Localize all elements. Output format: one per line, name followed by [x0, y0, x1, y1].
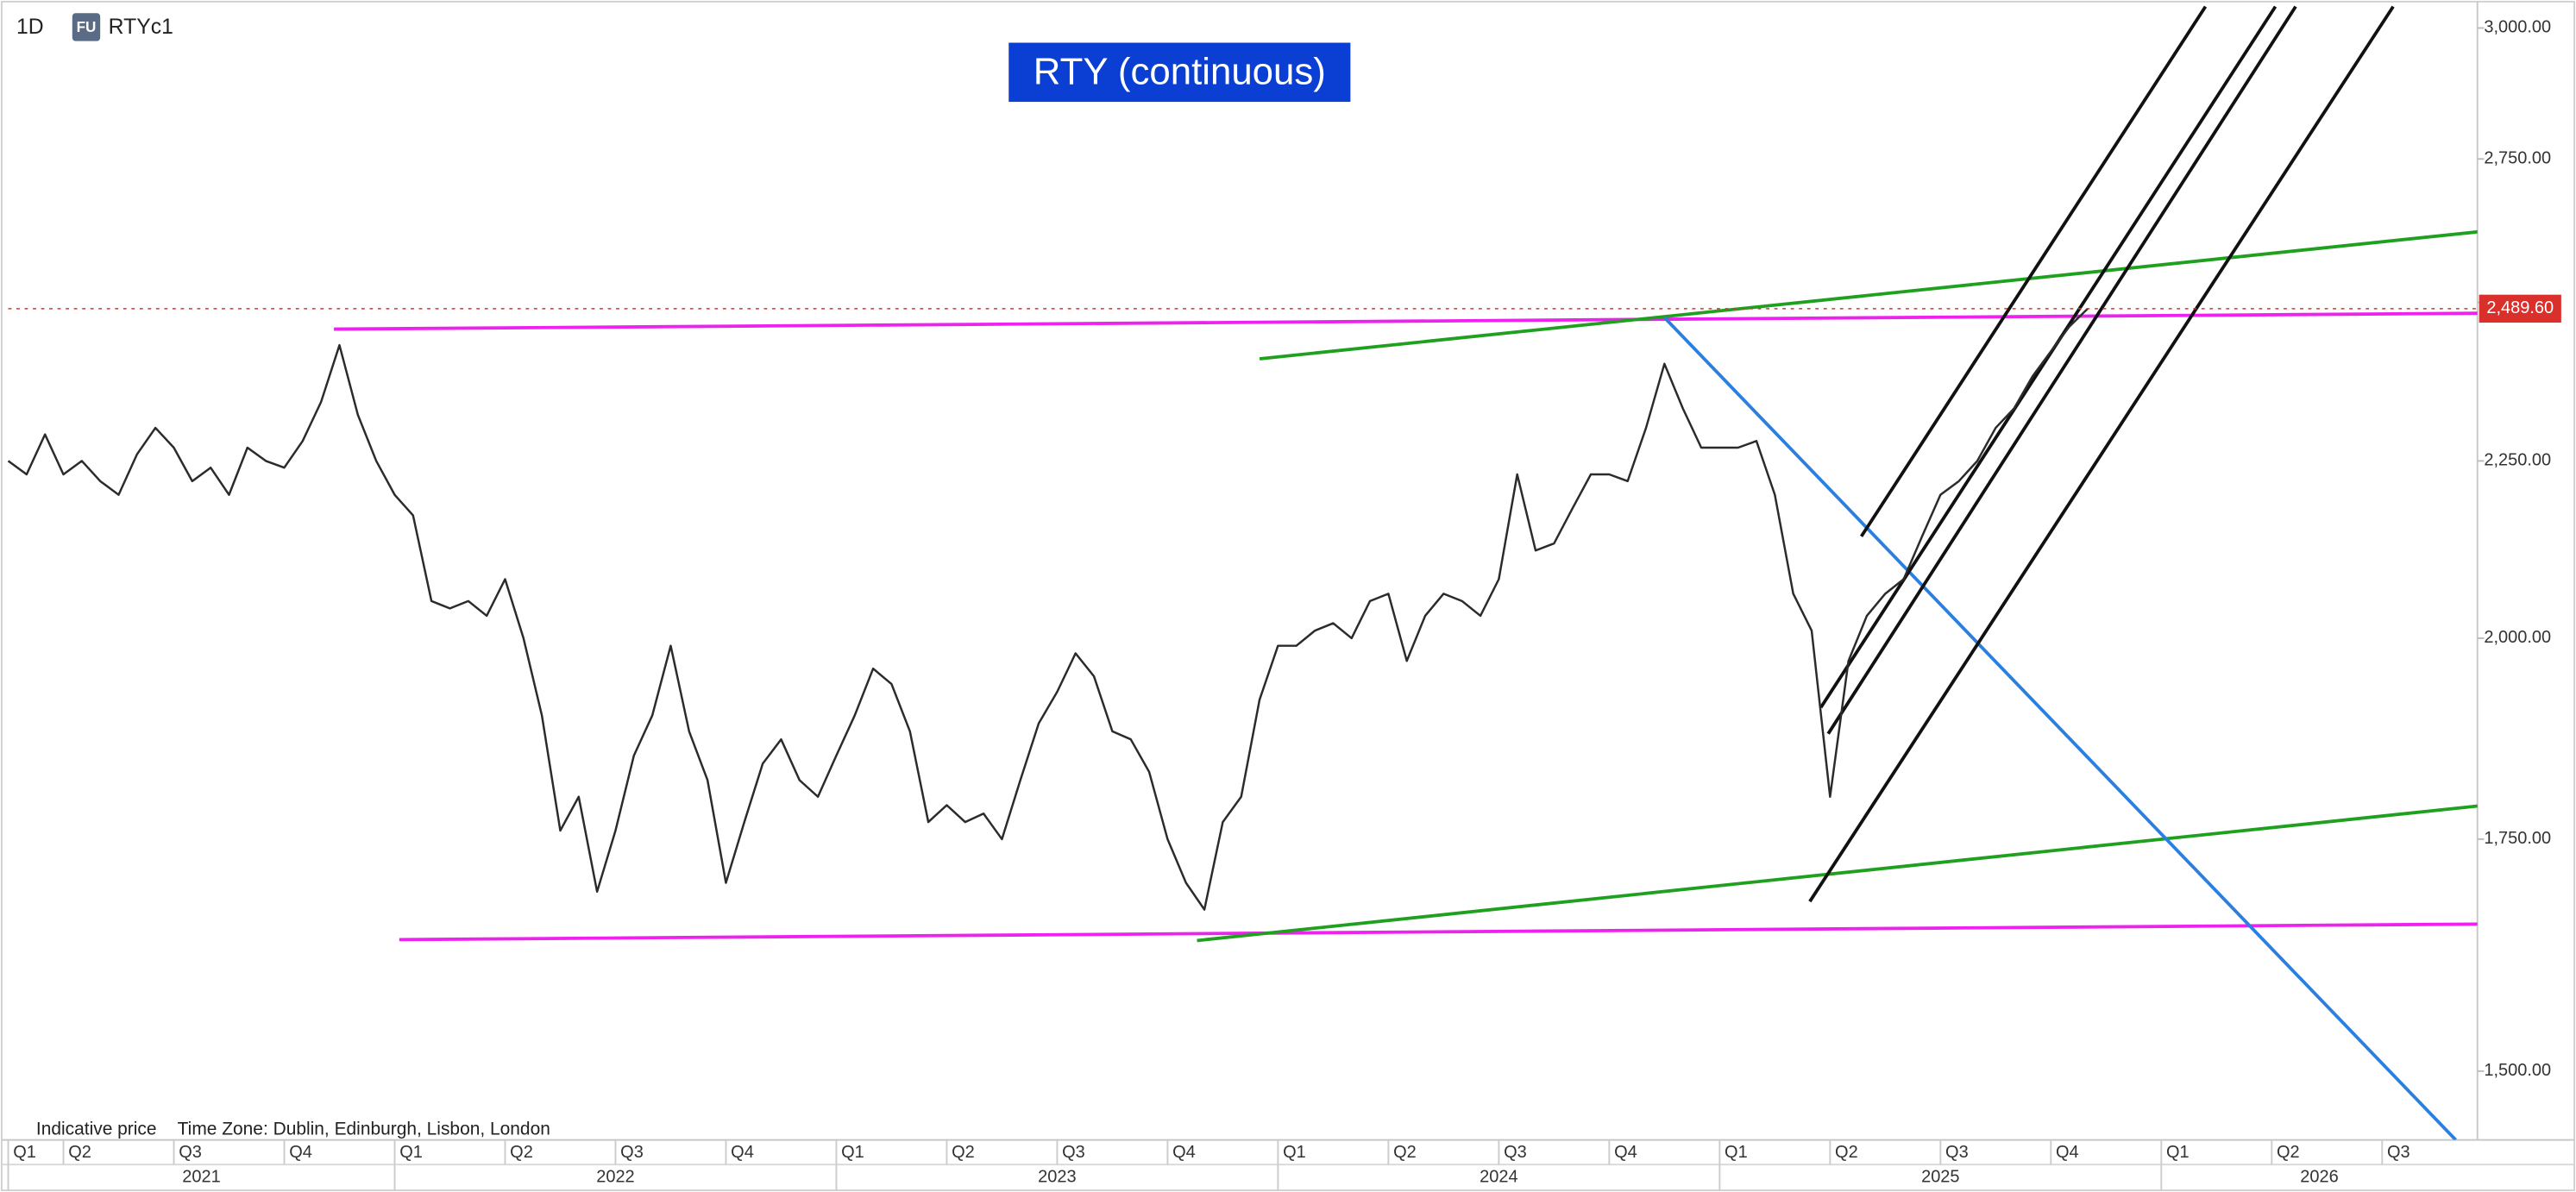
trendline — [1808, 5, 2395, 903]
trendline — [399, 922, 2478, 942]
x-tick-label: Q1 — [13, 1143, 36, 1162]
x-tick-label: Q1 — [1725, 1143, 1748, 1162]
x-tick-label: Q2 — [68, 1143, 91, 1162]
year-label: 2022 — [596, 1168, 634, 1187]
y-tick-label: 3,000.00 — [2484, 18, 2551, 37]
x-tick-label: Q3 — [179, 1143, 202, 1162]
trendline — [1259, 229, 2478, 361]
x-tick-label: Q3 — [620, 1143, 644, 1162]
trendline — [1859, 5, 2208, 537]
x-tick-label: Q3 — [1945, 1143, 1969, 1162]
interval[interactable]: 1D — [16, 16, 44, 39]
x-tick-label: Q2 — [1835, 1143, 1858, 1162]
x-tick-label: Q2 — [2277, 1143, 2300, 1162]
title-box — [1008, 42, 1351, 103]
x-tick-label: Q1 — [1283, 1143, 1306, 1162]
year-label: 2021 — [182, 1168, 220, 1187]
x-tick-label: Q1 — [399, 1143, 423, 1162]
badge: FU — [77, 18, 97, 35]
x-tick-label: Q2 — [952, 1143, 975, 1162]
y-tick-label: 1,500.00 — [2484, 1061, 2551, 1080]
x-tick-label: Q1 — [2166, 1143, 2190, 1162]
badge-box — [72, 13, 101, 41]
x-tick-label: Q4 — [1614, 1143, 1637, 1162]
trendline — [1662, 316, 2457, 1140]
trendline — [1819, 5, 2278, 709]
footer-note: Indicative price — [36, 1120, 157, 1139]
plot-area — [7, 5, 2478, 1140]
x-tick-label: Q2 — [1393, 1143, 1417, 1162]
y-tick-label: 2,000.00 — [2484, 628, 2551, 647]
last-price-label: 2,489.60 — [2486, 298, 2554, 317]
x-tick-label: Q4 — [2056, 1143, 2079, 1162]
ticker[interactable]: RTYc1 — [109, 16, 173, 39]
trendline — [1197, 804, 2478, 943]
x-tick-label: Q1 — [841, 1143, 864, 1162]
y-tick-label: 2,250.00 — [2484, 451, 2551, 470]
x-tick-label: Q2 — [510, 1143, 533, 1162]
x-tick-label: Q3 — [2387, 1143, 2410, 1162]
year-label: 2026 — [2300, 1168, 2338, 1187]
x-tick-label: Q3 — [1504, 1143, 1527, 1162]
x-tick-label: Q4 — [731, 1143, 754, 1162]
last-price-box — [2479, 294, 2561, 323]
timezone: Time Zone: Dublin, Edinburgh, Lisbon, Lo… — [178, 1120, 550, 1139]
year-label: 2024 — [1480, 1168, 1517, 1187]
y-tick-label: 1,750.00 — [2484, 829, 2551, 848]
year-label: 2025 — [1921, 1168, 1959, 1187]
x-tick-label: Q4 — [1172, 1143, 1196, 1162]
trendline — [1826, 5, 2297, 735]
price-line — [7, 307, 2089, 911]
chart-title: RTY (continuous) — [1034, 50, 1326, 92]
y-tick-label: 2,750.00 — [2484, 149, 2551, 168]
trendline — [334, 311, 2478, 331]
x-tick-label: Q3 — [1062, 1143, 1085, 1162]
year-label: 2023 — [1038, 1168, 1076, 1187]
x-tick-label: Q4 — [289, 1143, 312, 1162]
